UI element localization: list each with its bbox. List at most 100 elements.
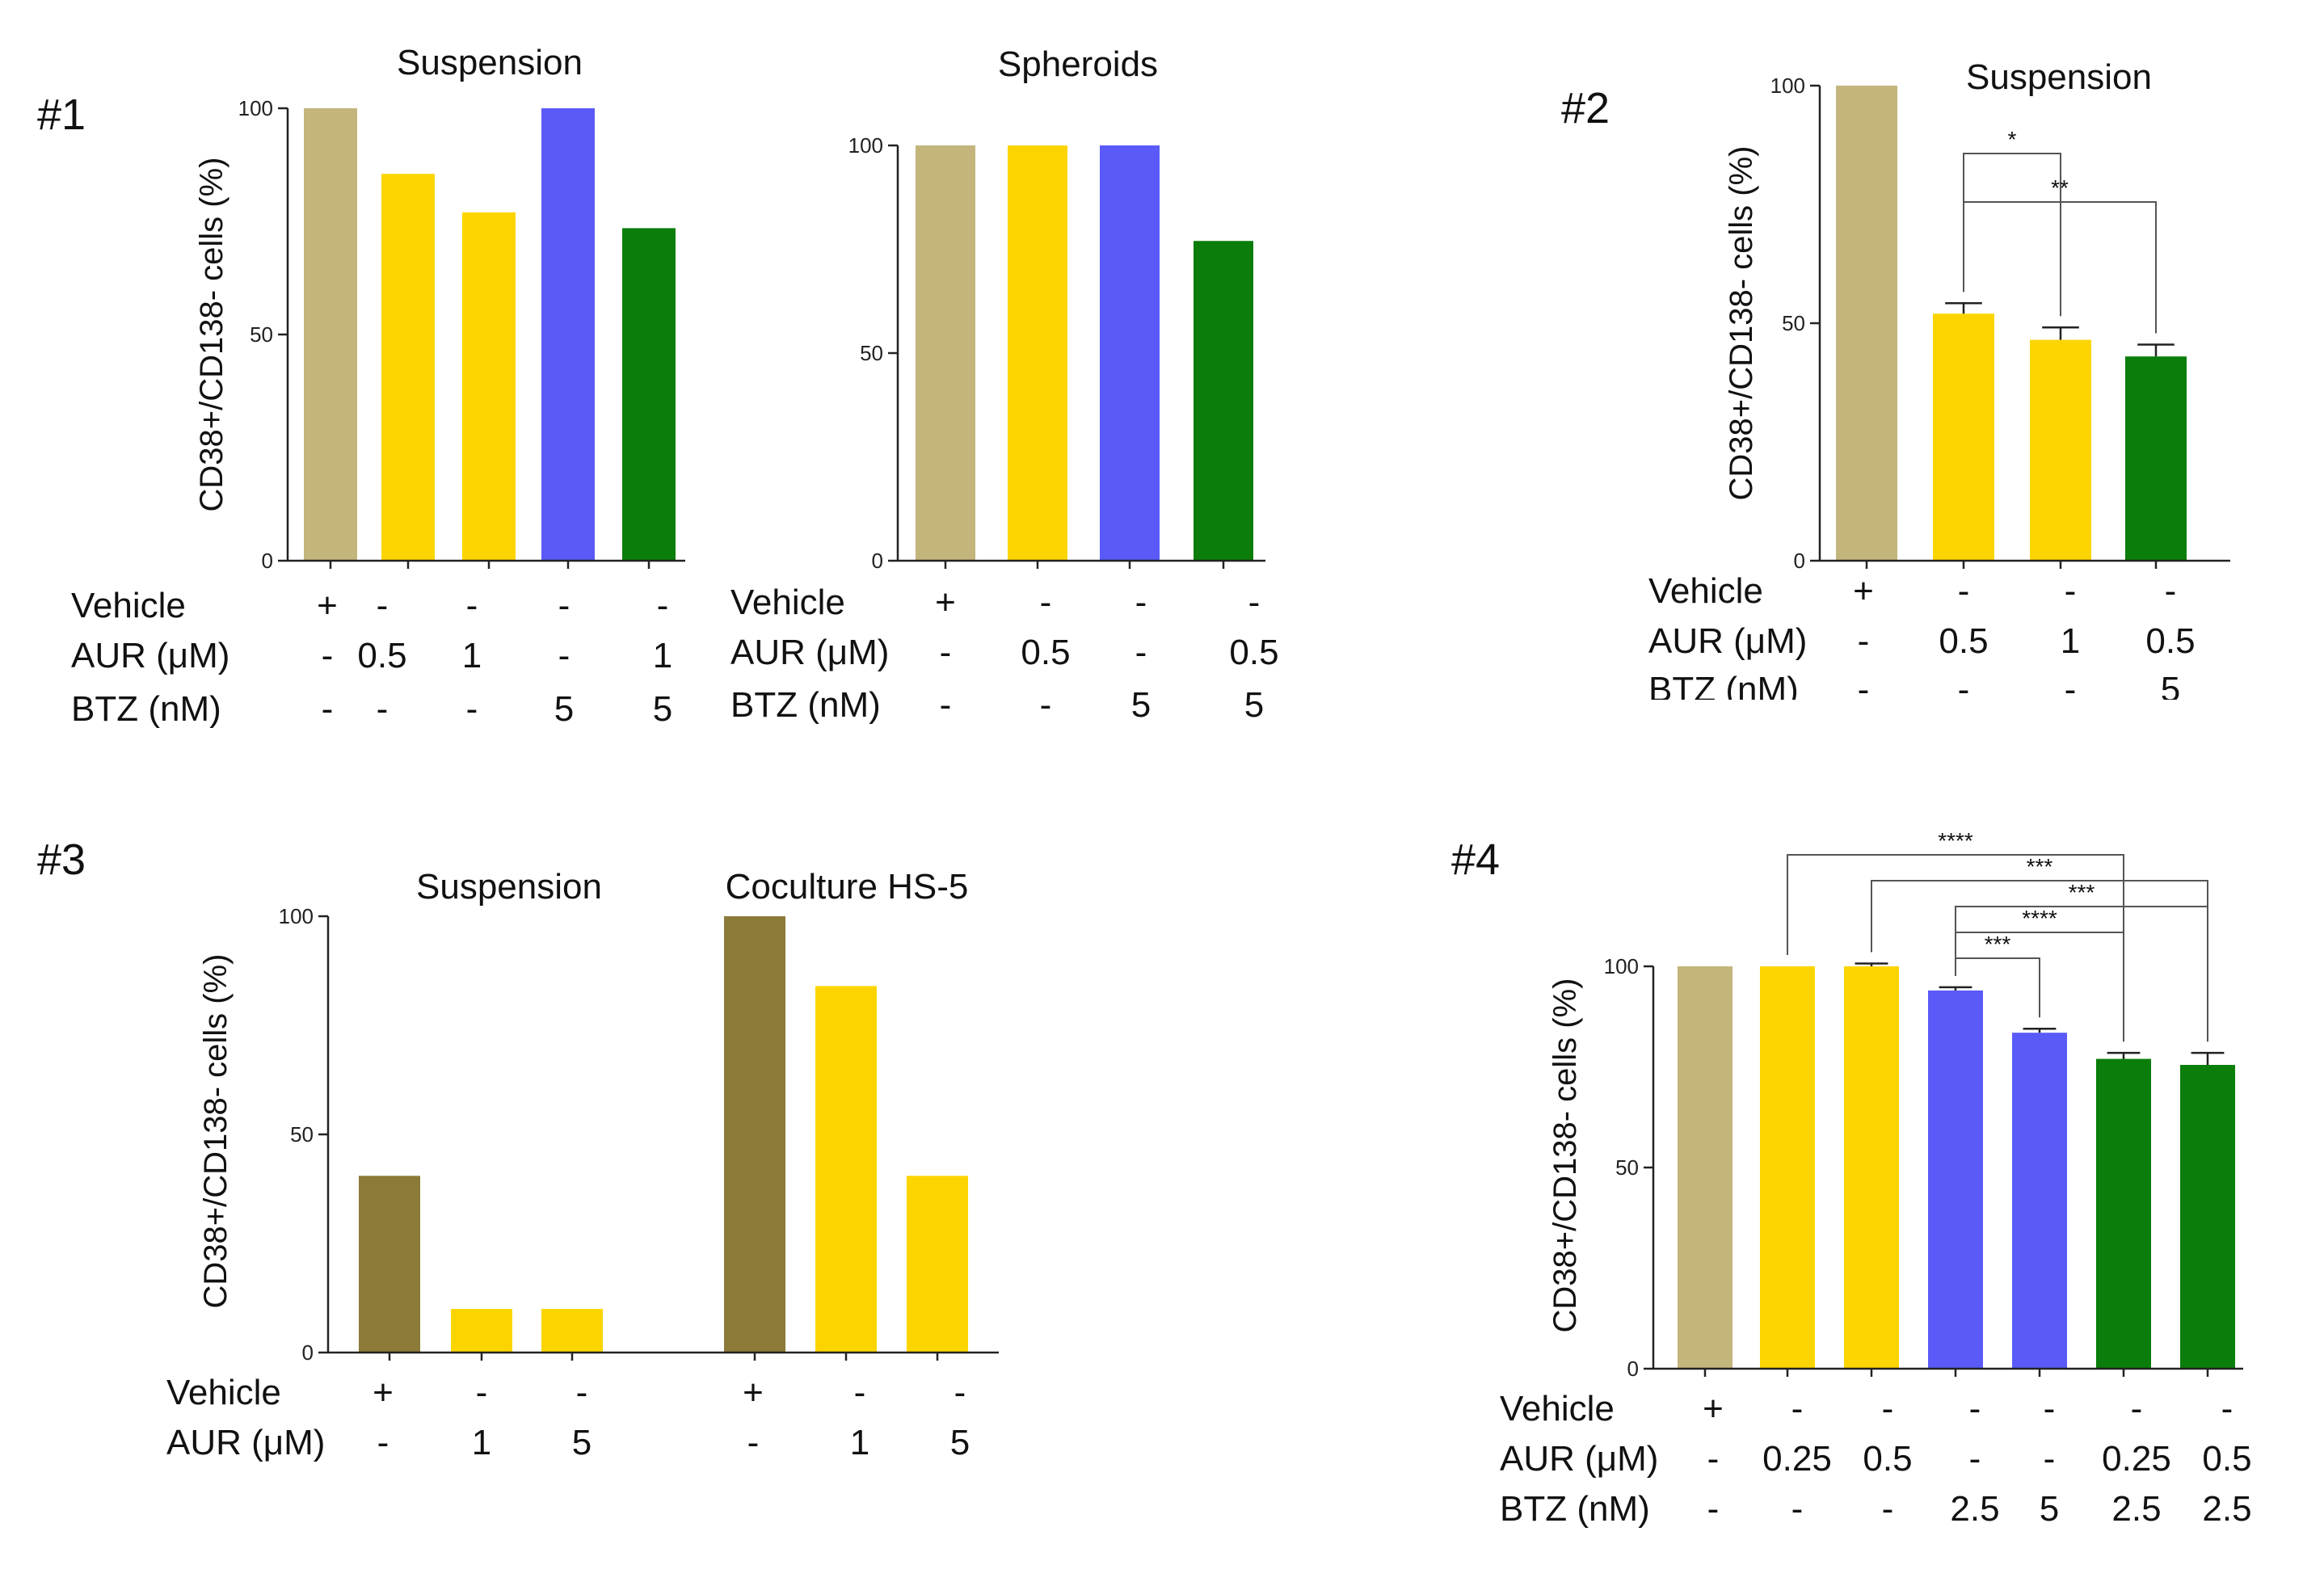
significance-bracket	[1955, 957, 2040, 1018]
significance-bracket	[1963, 153, 2061, 317]
condition-cell: -	[1707, 1439, 1720, 1479]
condition-cell: -	[854, 1373, 866, 1412]
condition-table: Vehicle + - - + - - AUR (μM) - 1 5 - 1 5	[166, 1373, 970, 1462]
bar	[2125, 356, 2187, 561]
condition-cell: 0.5	[357, 636, 406, 675]
condition-row-label: Vehicle	[166, 1373, 281, 1412]
condition-cell: -	[657, 586, 669, 625]
condition-cell: +	[1703, 1389, 1724, 1428]
group-title: Suspension	[416, 867, 602, 907]
condition-cell: -	[1969, 1389, 1981, 1428]
condition-row-label: AUR (μM)	[730, 633, 889, 672]
condition-cell: 5	[554, 689, 574, 729]
condition-cell: 1	[462, 636, 482, 675]
condition-cell: +	[373, 1373, 394, 1412]
chart-title: Spheroids	[998, 44, 1158, 84]
condition-cell: -	[1858, 670, 1870, 709]
bar	[1760, 966, 1815, 1369]
condition-cell: -	[377, 1423, 389, 1462]
condition-table: Vehicle + - - - - - - AUR (μM) - 0.25 0.5 - - 0.25 0.5 B…	[1500, 1389, 2252, 1529]
condition-cell: 5	[2161, 670, 2180, 709]
condition-row-label: AUR (μM)	[71, 636, 229, 675]
condition-cell: -	[377, 586, 389, 625]
condition-cell: +	[935, 583, 956, 622]
chart-title: Suspension	[1966, 57, 2152, 97]
condition-row-label: BTZ (nM)	[1500, 1489, 1650, 1529]
condition-cell: -	[940, 685, 952, 725]
bar	[1933, 313, 1994, 561]
y-tick-label: 100	[848, 133, 883, 158]
condition-cell: -	[1958, 670, 1970, 709]
y-axis-label: CD38+/CD138- cells (%)	[1547, 978, 1583, 1332]
condition-cell: 5	[653, 689, 672, 729]
significance-label: **	[2051, 175, 2069, 200]
condition-cell: -	[322, 689, 334, 729]
condition-table: Vehicle + - - - AUR (μM) - 0.5 - 0.5 BTZ (nM) - - 5 5	[730, 583, 1279, 725]
panel-label-3: #3	[37, 835, 86, 884]
condition-cell: -	[1791, 1389, 1804, 1428]
condition-row-label: Vehicle	[1648, 571, 1763, 611]
condition-cell: -	[1040, 583, 1052, 622]
condition-cell: 5	[572, 1423, 592, 1462]
condition-cell: 0.25	[2102, 1439, 2171, 1479]
condition-cell: 1	[653, 636, 672, 675]
condition-cell: -	[1791, 1489, 1804, 1529]
chart-p1b: Spheroids 0 50 100 Vehicle + - - - AUR (μM) - 0.5 - 0…	[730, 44, 1279, 725]
significance-label: ****	[1938, 828, 1973, 853]
condition-cell: +	[317, 586, 338, 625]
y-tick-label: 0	[872, 549, 883, 573]
bar	[462, 212, 516, 561]
condition-cell: -	[1707, 1489, 1720, 1529]
significance-label: *	[2008, 127, 2017, 152]
bars	[304, 108, 676, 561]
condition-cell: -	[2065, 670, 2077, 709]
panel-label-2: #2	[1561, 84, 1610, 133]
bar	[2096, 1058, 2151, 1369]
condition-cell: 2.5	[2111, 1489, 2161, 1529]
condition-cell: -	[576, 1373, 588, 1412]
significance-label: ***	[1985, 932, 2011, 957]
condition-cell: -	[1882, 1489, 1894, 1529]
bar	[724, 916, 785, 1353]
y-tick-label: 0	[1794, 549, 1805, 573]
condition-cell: 2.5	[2202, 1489, 2251, 1529]
significance-bracket	[1963, 201, 2157, 334]
condition-cell: -	[1135, 633, 1147, 672]
condition-row-label: AUR (μM)	[166, 1423, 325, 1462]
condition-cell: -	[466, 689, 478, 729]
condition-cell: -	[1040, 685, 1052, 725]
bars	[1836, 86, 2187, 561]
condition-cell: -	[2065, 571, 2077, 611]
bar	[541, 108, 595, 561]
condition-cell: 0.5	[1229, 633, 1278, 672]
bar	[907, 1176, 968, 1353]
significance-label: ***	[2027, 854, 2053, 879]
condition-row-label: BTZ (nM)	[71, 689, 221, 729]
condition-row-label: AUR (μM)	[1500, 1439, 1658, 1479]
bars	[1678, 966, 2235, 1369]
condition-cell: -	[322, 636, 334, 675]
y-tick-label: 50	[1782, 311, 1805, 335]
condition-cell: -	[1135, 583, 1147, 622]
y-tick-label: 100	[238, 96, 273, 120]
condition-cell: -	[2131, 1389, 2143, 1428]
y-tick-label: 0	[302, 1340, 314, 1365]
condition-cell: 0.25	[1762, 1439, 1832, 1479]
condition-cell: -	[2221, 1389, 2233, 1428]
y-tick-label: 50	[250, 322, 273, 347]
bar	[359, 1176, 420, 1353]
bars	[359, 916, 968, 1353]
y-tick-label: 0	[1627, 1357, 1639, 1381]
condition-cell: 5	[950, 1423, 970, 1462]
bar	[2180, 1065, 2235, 1369]
condition-cell: 0.5	[1863, 1439, 1912, 1479]
condition-cell: 0.5	[2145, 621, 2195, 661]
condition-cell: -	[1958, 571, 1970, 611]
chart-p4: CD38+/CD138- cells (%)050100************…	[1500, 828, 2252, 1529]
bar	[451, 1309, 512, 1353]
condition-cell: +	[1853, 571, 1874, 611]
condition-cell: -	[1882, 1389, 1894, 1428]
